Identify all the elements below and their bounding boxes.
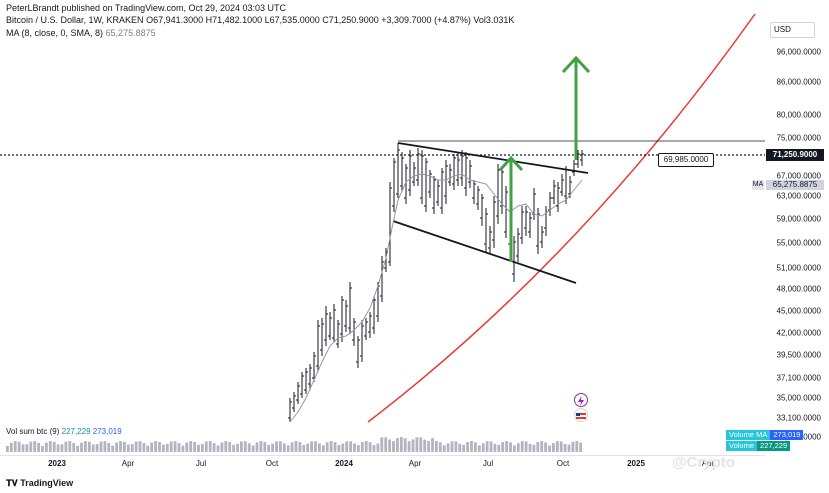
ohlc-values: O67,941.3000 H71,482.1000 L67,535.0000 C… — [146, 15, 515, 25]
time-tick-label: Apr — [701, 459, 715, 468]
symbol-legend[interactable]: Bitcoin / U.S. Dollar, 1W, KRAKEN O67,94… — [6, 15, 514, 25]
price-chart[interactable] — [0, 8, 765, 455]
volume-value: 227,229 — [757, 441, 791, 451]
header: PeterLBrandt published on TradingView.co… — [0, 0, 829, 14]
red-trend-curve — [367, 13, 756, 423]
price-bars — [288, 143, 584, 422]
price-tick-label: 39,500.0000 — [776, 350, 822, 360]
last-price-label: 71,250.9000 — [766, 149, 824, 161]
price-tick-label: 37,100.0000 — [776, 373, 822, 383]
price-tick-label: 35,000.0000 — [776, 393, 822, 403]
ma-price-label: 65,275.8875 — [766, 180, 824, 190]
lightning-icon[interactable] — [574, 393, 588, 407]
wedge-lower-line — [392, 220, 577, 284]
price-tick-label: 67,000.0000 — [776, 171, 822, 181]
price-tick-label: 75,000.0000 — [776, 133, 822, 143]
time-tick-label: Apr — [408, 459, 422, 468]
ma-legend[interactable]: MA (8, close, 0, SMA, 8) 65,275.8875 — [6, 28, 156, 38]
green-arrow-small — [498, 155, 524, 262]
price-tick-label: 86,000.0000 — [776, 77, 822, 87]
volume-label[interactable]: Vol sum btc (9) — [6, 427, 60, 436]
price-tick-label: 33,100.0000 — [776, 413, 822, 423]
price-tick-label: 45,000.0000 — [776, 306, 822, 316]
time-tick-label: Apr — [121, 459, 135, 468]
wedge-upper-line — [397, 142, 589, 174]
tradingview-logo-icon: 𝐓𝐕 — [6, 478, 21, 488]
price-tick-label: 96,000.0000 — [776, 47, 822, 57]
footer: 𝐓𝐕 TradingView — [0, 474, 829, 493]
time-tick-label: 2024 — [335, 459, 353, 468]
volume-value-2: 273,019 — [92, 427, 122, 436]
time-tick-label: 2025 — [627, 459, 645, 468]
volume-ma-value: 273,019 — [770, 430, 804, 440]
price-tick-label: 63,000.0000 — [776, 191, 822, 201]
volume-bars — [6, 437, 583, 452]
price-callout[interactable]: 69,985.0000 — [658, 153, 714, 167]
price-tick-label: 51,000.0000 — [776, 263, 822, 273]
ma-value: 65,275.8875 — [105, 28, 156, 38]
price-tick-label: 42,000.0000 — [776, 328, 822, 338]
volume-legend[interactable]: Vol sum btc (9) 227,229 273,019 — [6, 427, 122, 436]
time-tick-label: Oct — [265, 459, 279, 468]
tradingview-logo-text: TradingView — [20, 478, 74, 488]
symbol-name[interactable]: Bitcoin / U.S. Dollar, 1W, KRAKEN — [6, 15, 144, 25]
moving-average-line — [289, 173, 583, 423]
ma-tag: MA — [752, 180, 764, 190]
price-tick-label: 48,000.0000 — [776, 284, 822, 294]
volume-ma-key: Volume MA — [726, 430, 771, 440]
volume-value-1: 227,229 — [61, 427, 91, 436]
time-axis[interactable]: 2023 Apr Jul Oct 2024 Apr Jul Oct 2025 Apr — [0, 455, 765, 470]
price-tick-label: 59,000.0000 — [776, 214, 822, 224]
ma-label[interactable]: MA (8, close, 0, SMA, 8) — [6, 28, 104, 38]
tradingview-logo[interactable]: 𝐓𝐕 TradingView — [6, 478, 73, 489]
price-scale[interactable]: 96,000.0000 86,000.0000 80,000.0000 75,000.… — [765, 0, 829, 460]
currency-selector[interactable]: USD — [770, 22, 815, 38]
price-tick-label: 55,000.0000 — [776, 238, 822, 248]
flag-icon[interactable] — [574, 408, 588, 422]
price-tick-label: 80,000.0000 — [776, 110, 822, 120]
green-arrow-large — [561, 55, 591, 160]
publisher-text: PeterLBrandt published on TradingView.co… — [6, 3, 287, 13]
time-tick-label: Oct — [556, 459, 570, 468]
volume-tag: Volume 227,229 — [726, 441, 791, 451]
volume-key: Volume — [726, 441, 758, 451]
time-tick-label: Jul — [482, 459, 494, 468]
time-tick-label: Jul — [195, 459, 207, 468]
volume-ma-tag: Volume MA 273,019 — [726, 430, 804, 440]
time-tick-label: 2023 — [48, 459, 66, 468]
watermark-text: @Crypto — [672, 454, 735, 471]
